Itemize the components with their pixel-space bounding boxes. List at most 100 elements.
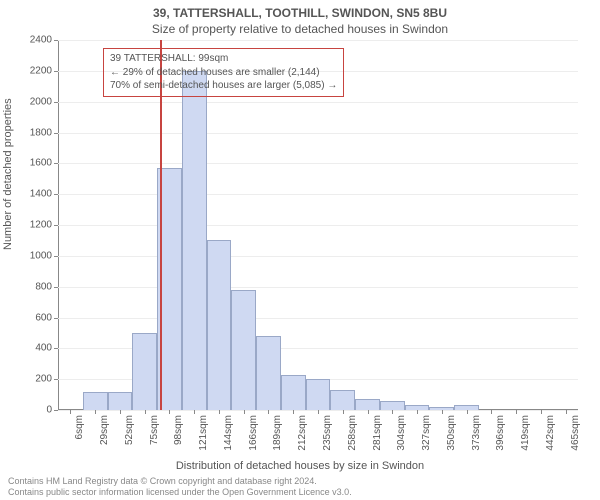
gridline	[58, 287, 578, 288]
x-tick	[145, 410, 146, 414]
x-tick-label: 121sqm	[198, 415, 209, 451]
y-tick-label: 1200	[12, 220, 52, 231]
x-tick-label: 212sqm	[297, 415, 308, 451]
y-tick	[54, 348, 58, 349]
x-tick-label: 465sqm	[570, 415, 581, 451]
histogram-bar	[330, 390, 355, 410]
y-tick-label: 1800	[12, 127, 52, 138]
x-tick	[541, 410, 542, 414]
x-tick-label: 235sqm	[322, 415, 333, 451]
gridline	[58, 163, 578, 164]
x-tick	[70, 410, 71, 414]
y-tick	[54, 318, 58, 319]
annotation-box: 39 TATTERSHALL: 99sqm← 29% of detached h…	[103, 48, 344, 97]
histogram-bar	[306, 379, 331, 410]
y-tick-label: 400	[12, 343, 52, 354]
gridline	[58, 256, 578, 257]
x-tick-label: 419sqm	[520, 415, 531, 451]
x-tick-label: 6sqm	[74, 415, 85, 439]
x-tick-label: 258sqm	[347, 415, 358, 451]
y-tick-label: 1600	[12, 158, 52, 169]
x-tick	[120, 410, 121, 414]
x-tick	[268, 410, 269, 414]
x-tick-label: 350sqm	[446, 415, 457, 451]
y-tick-label: 2000	[12, 96, 52, 107]
plot-area: 0200400600800100012001400160018002000220…	[58, 40, 578, 410]
y-tick	[54, 410, 58, 411]
x-tick-label: 327sqm	[421, 415, 432, 451]
y-tick-label: 0	[12, 405, 52, 416]
x-tick	[516, 410, 517, 414]
y-tick	[54, 256, 58, 257]
x-tick	[442, 410, 443, 414]
histogram-chart: 0200400600800100012001400160018002000220…	[58, 40, 578, 410]
x-axis-label: Distribution of detached houses by size …	[0, 460, 600, 472]
x-tick	[194, 410, 195, 414]
y-tick	[54, 194, 58, 195]
x-tick	[467, 410, 468, 414]
x-tick-label: 281sqm	[372, 415, 383, 451]
y-tick	[54, 102, 58, 103]
x-tick	[219, 410, 220, 414]
y-tick-label: 1000	[12, 250, 52, 261]
x-tick	[343, 410, 344, 414]
y-tick	[54, 225, 58, 226]
y-tick	[54, 287, 58, 288]
annotation-line: ← 29% of detached houses are smaller (2,…	[110, 66, 337, 80]
y-tick	[54, 71, 58, 72]
gridline	[58, 102, 578, 103]
title-address: 39, TATTERSHALL, TOOTHILL, SWINDON, SN5 …	[0, 6, 600, 20]
x-tick	[368, 410, 369, 414]
gridline	[58, 40, 578, 41]
x-tick	[318, 410, 319, 414]
y-tick-label: 2400	[12, 35, 52, 46]
x-tick-label: 442sqm	[545, 415, 556, 451]
title-subtitle: Size of property relative to detached ho…	[0, 22, 600, 36]
x-tick-label: 166sqm	[248, 415, 259, 451]
x-tick	[169, 410, 170, 414]
footer-copyright-1: Contains HM Land Registry data © Crown c…	[8, 476, 317, 486]
histogram-bar	[256, 336, 281, 410]
x-tick-label: 304sqm	[396, 415, 407, 451]
histogram-bar	[182, 71, 207, 410]
y-tick	[54, 379, 58, 380]
x-tick-label: 144sqm	[223, 415, 234, 451]
histogram-bar	[281, 375, 306, 410]
y-tick	[54, 133, 58, 134]
y-tick-label: 200	[12, 374, 52, 385]
gridline	[58, 194, 578, 195]
histogram-bar	[132, 333, 157, 410]
histogram-bar	[207, 240, 232, 410]
x-tick	[95, 410, 96, 414]
y-tick-label: 800	[12, 281, 52, 292]
x-tick	[566, 410, 567, 414]
y-tick-label: 1400	[12, 189, 52, 200]
x-tick	[491, 410, 492, 414]
histogram-bar	[231, 290, 256, 410]
histogram-bar	[83, 392, 108, 411]
y-tick-label: 2200	[12, 65, 52, 76]
x-tick	[392, 410, 393, 414]
y-tick	[54, 40, 58, 41]
histogram-bar	[108, 392, 133, 411]
x-tick-label: 52sqm	[124, 415, 135, 445]
x-tick-label: 29sqm	[99, 415, 110, 445]
annotation-line: 39 TATTERSHALL: 99sqm	[110, 52, 337, 66]
x-tick	[293, 410, 294, 414]
x-tick-label: 373sqm	[471, 415, 482, 451]
annotation-line: 70% of semi-detached houses are larger (…	[110, 79, 337, 93]
gridline	[58, 225, 578, 226]
x-tick	[417, 410, 418, 414]
gridline	[58, 133, 578, 134]
footer-copyright-2: Contains public sector information licen…	[8, 487, 352, 497]
x-tick-label: 75sqm	[149, 415, 160, 445]
x-tick	[244, 410, 245, 414]
y-tick	[54, 163, 58, 164]
x-tick-label: 396sqm	[495, 415, 506, 451]
histogram-bar	[380, 401, 405, 410]
x-tick-label: 189sqm	[272, 415, 283, 451]
x-tick-label: 98sqm	[173, 415, 184, 445]
gridline	[58, 318, 578, 319]
y-tick-label: 600	[12, 312, 52, 323]
histogram-bar	[355, 399, 380, 410]
